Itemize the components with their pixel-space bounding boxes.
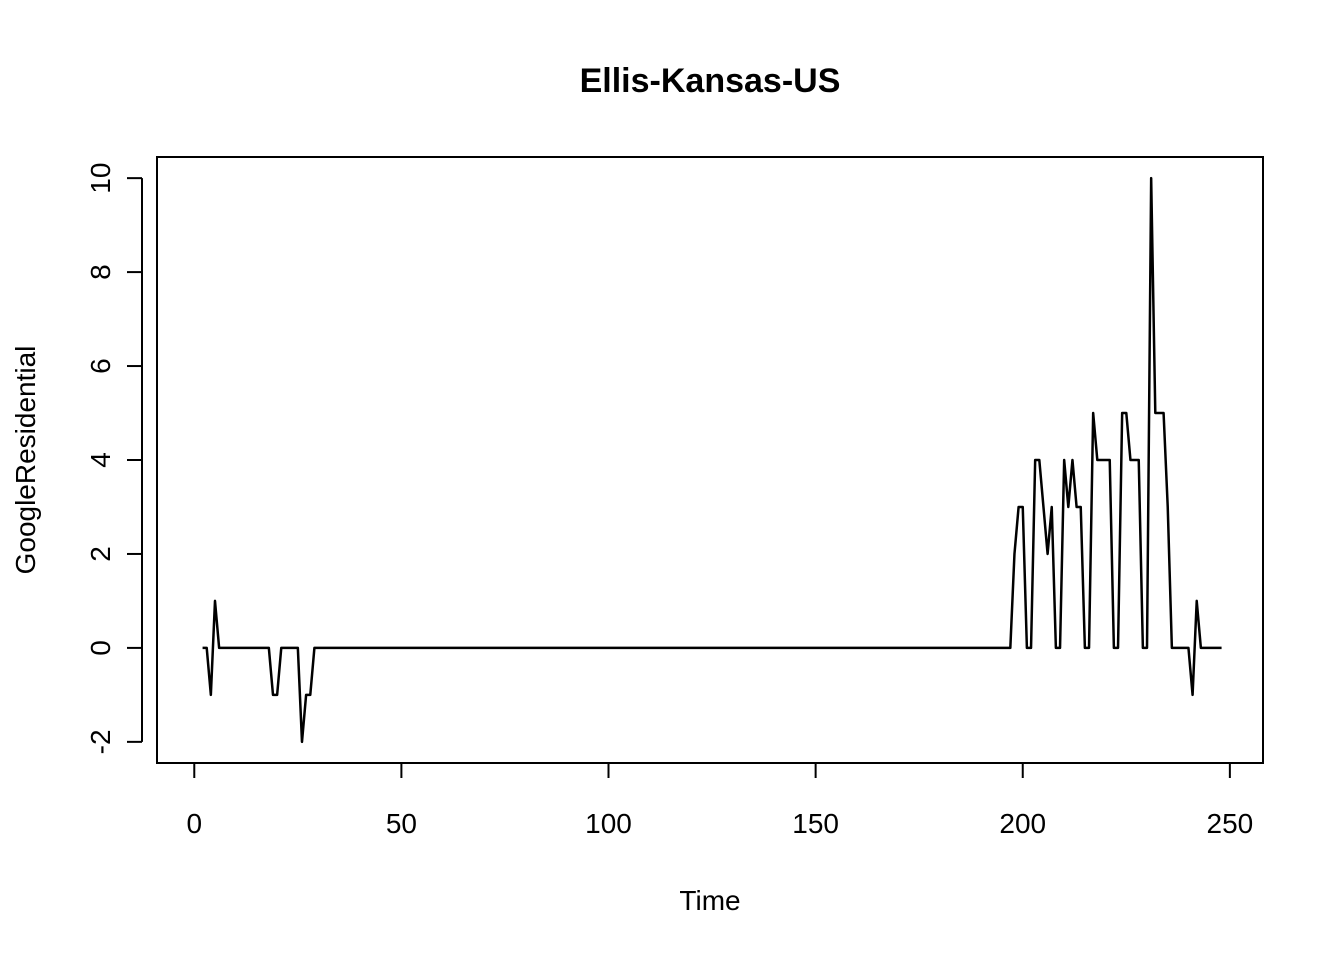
y-tick-label: 4	[85, 452, 116, 468]
series-line	[202, 176, 1222, 744]
x-axis-label: Time	[679, 885, 740, 916]
y-tick-label: 2	[85, 546, 116, 562]
x-tick-label: 250	[1207, 808, 1254, 839]
x-axis-ticks: 0 50 100 150 200 250	[186, 763, 1253, 839]
x-tick-label: 150	[792, 808, 839, 839]
y-tick-label: -2	[85, 729, 116, 754]
y-tick-label: 6	[85, 358, 116, 374]
y-tick-label: 0	[85, 640, 116, 656]
y-tick-label: 8	[85, 264, 116, 280]
y-axis-label: GoogleResidential	[10, 346, 41, 575]
chart-title: Ellis-Kansas-US	[580, 62, 841, 100]
x-tick-label: 200	[999, 808, 1046, 839]
x-tick-label: 100	[585, 808, 632, 839]
x-tick-label: 50	[386, 808, 417, 839]
y-axis-ticks: -2 0 2 4 6 8 10	[85, 163, 142, 754]
x-tick-label: 0	[186, 808, 202, 839]
y-tick-label: 10	[85, 163, 116, 194]
